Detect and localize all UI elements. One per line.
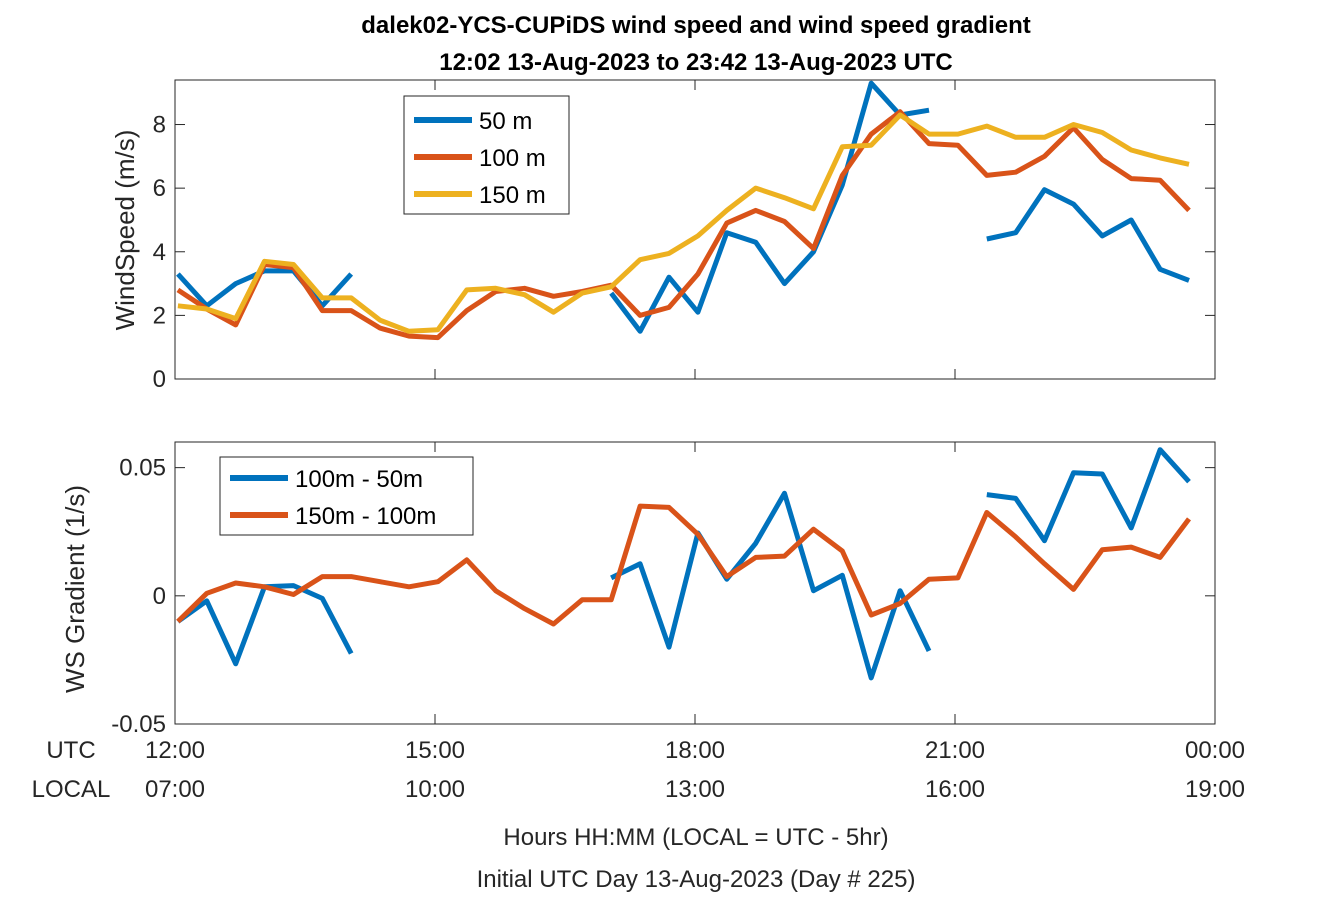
gradient-y-axis-label: WS Gradient (1/s) (60, 485, 90, 693)
legend-label-150m: 150 m (479, 182, 546, 209)
x-tick-label-local: 16:00 (925, 776, 985, 803)
gradient-panel: -0.05 0 0.05 WS Gradient (1/s) 100m - 50m … (60, 441, 1216, 738)
x-tick-label-local: 13:00 (665, 776, 725, 803)
windspeed-legend: 50 m 100 m 150 m (403, 95, 570, 215)
chart-title-line1: dalek02-YCS-CUPiDS wind speed and wind s… (361, 12, 1030, 39)
x-tick-label-local: 07:00 (145, 776, 205, 803)
x-tick-label-utc: 18:00 (665, 737, 725, 764)
windspeed-y-tick-label: 6 (153, 175, 166, 202)
windspeed-y-axis-label: WindSpeed (m/s) (110, 130, 140, 331)
gradient-y-tick-label: 0 (153, 583, 166, 610)
windspeed-series-lines (176, 80, 1191, 341)
chart-title-line2: 12:02 13-Aug-2023 to 23:42 13-Aug-2023 U… (439, 49, 953, 76)
x-tick-label-utc: 21:00 (925, 737, 985, 764)
windspeed-y-tick-label: 4 (153, 239, 166, 266)
gradient-legend-box (219, 456, 474, 536)
gradient-ticks: -0.05 0 0.05 (111, 442, 1216, 738)
gradient-y-tick-label: 0.05 (119, 455, 166, 482)
legend-label-150m-100m: 150m - 100m (295, 503, 436, 530)
x-tick-label-utc: 12:00 (145, 737, 205, 764)
windspeed-ticks: 0 2 4 6 8 (153, 80, 1216, 393)
row-label-local: LOCAL (32, 776, 111, 803)
windspeed-axes-box (174, 79, 1216, 380)
row-label-utc: UTC (46, 737, 95, 764)
gradient-y-tick-label: -0.05 (111, 711, 166, 738)
legend-label-100m-50m: 100m - 50m (295, 466, 423, 493)
windspeed-y-tick-label: 8 (153, 112, 166, 139)
x-tick-label-utc: 00:00 (1185, 737, 1245, 764)
x-tick-labels: 12:00 07:00 15:00 10:00 18:00 13:00 21:00 16:00… (145, 737, 1245, 803)
x-tick-label-local: 19:00 (1185, 776, 1245, 803)
gradient-series-1-line (176, 503, 1191, 627)
windspeed-panel: 0 2 4 6 8 WindSpeed (m/s) 50 m 100 m 150 m (110, 79, 1216, 393)
footer-line2: Initial UTC Day 13-Aug-2023 (Day # 225) (477, 866, 916, 893)
x-tick-label-utc: 15:00 (405, 737, 465, 764)
windspeed-series-0-line (176, 80, 1190, 334)
legend-label-50m: 50 m (479, 108, 532, 135)
windspeed-y-tick-label: 0 (153, 366, 166, 393)
gradient-series-lines (176, 447, 1191, 681)
x-tick-label-local: 10:00 (405, 776, 465, 803)
footer-line1: Hours HH:MM (LOCAL = UTC - 5hr) (503, 824, 888, 851)
windspeed-series-1-line (176, 109, 1191, 341)
legend-label-100m: 100 m (479, 145, 546, 172)
windspeed-series-2-line (177, 112, 1190, 334)
windspeed-y-tick-label: 2 (153, 302, 166, 329)
gradient-legend: 100m - 50m 150m - 100m (219, 456, 474, 536)
